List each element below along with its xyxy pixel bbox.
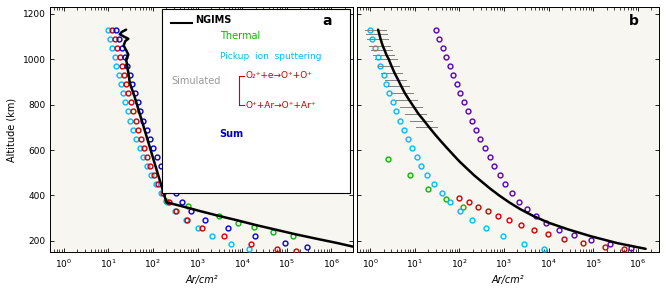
Text: NGIMS: NGIMS: [195, 15, 232, 25]
Text: b: b: [629, 14, 639, 28]
Text: a: a: [322, 14, 332, 28]
Y-axis label: Altitude (km): Altitude (km): [7, 98, 17, 162]
Text: Thermal: Thermal: [220, 31, 260, 41]
Text: O⁺+Ar→O⁺+Ar⁺: O⁺+Ar→O⁺+Ar⁺: [245, 100, 316, 110]
X-axis label: Ar/cm²: Ar/cm²: [185, 275, 218, 285]
FancyBboxPatch shape: [163, 9, 350, 193]
X-axis label: Ar/cm²: Ar/cm²: [492, 275, 524, 285]
Text: Simulated: Simulated: [171, 76, 220, 86]
Text: Pickup  ion  sputtering: Pickup ion sputtering: [220, 51, 321, 60]
Text: Sum: Sum: [220, 129, 244, 140]
Text: O₂⁺+e→O⁺+O⁺: O₂⁺+e→O⁺+O⁺: [245, 71, 312, 80]
